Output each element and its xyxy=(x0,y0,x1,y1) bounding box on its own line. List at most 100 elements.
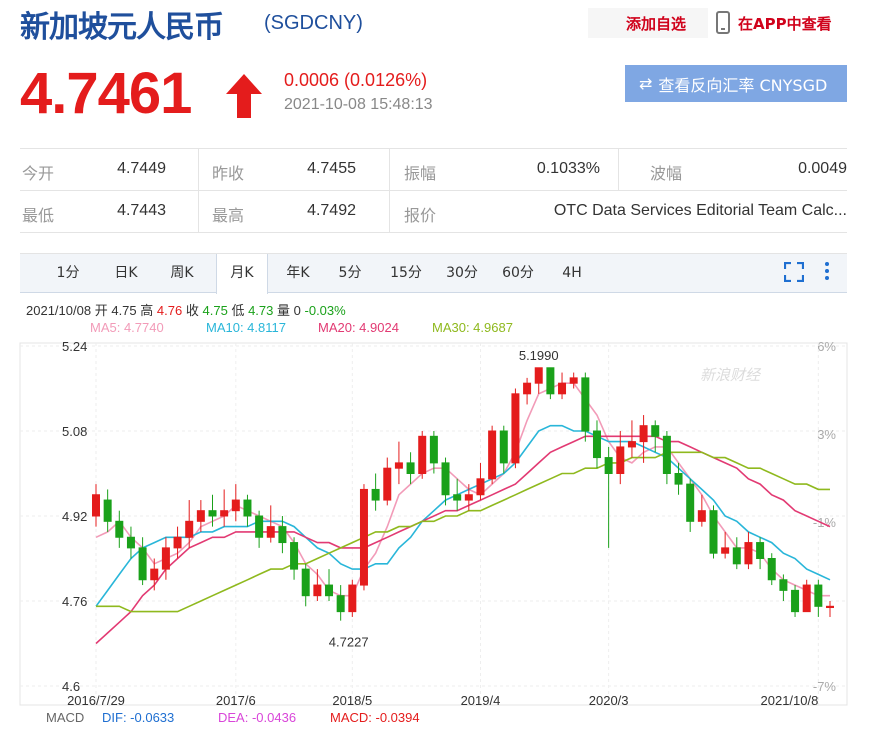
candle-body xyxy=(744,542,753,565)
candle xyxy=(744,531,753,570)
phone-icon xyxy=(716,11,730,34)
candle xyxy=(196,500,205,532)
tab-4h[interactable]: 4H xyxy=(562,265,582,281)
candle xyxy=(185,500,194,548)
open-label: 今开 xyxy=(22,166,55,183)
app-link[interactable]: 在APP中查看 xyxy=(738,15,832,33)
candle xyxy=(290,537,299,580)
tab-weekly[interactable]: 周K xyxy=(170,265,194,281)
candle xyxy=(546,367,555,400)
candle xyxy=(464,484,473,511)
candle-body xyxy=(651,425,660,437)
bar-date: 2021/10/08 xyxy=(26,303,92,318)
high-value: 4.7492 xyxy=(307,202,356,219)
candle-body xyxy=(441,462,450,496)
min-annotation: 4.7227 xyxy=(329,635,369,650)
candle xyxy=(721,531,730,559)
candle xyxy=(103,489,112,532)
tab-daily[interactable]: 日K xyxy=(114,265,138,281)
bar-close-label: 收 xyxy=(185,303,199,318)
candle-body xyxy=(674,473,683,485)
candle-body xyxy=(756,542,765,559)
candle-body xyxy=(802,584,811,613)
candle xyxy=(313,569,322,601)
candle-body xyxy=(697,510,706,522)
candle-body xyxy=(569,377,578,384)
range-label: 波幅 xyxy=(650,166,683,183)
add-watch-button[interactable]: 添加自选 xyxy=(626,15,687,33)
more-icon[interactable] xyxy=(820,260,834,282)
candle-body xyxy=(488,430,497,480)
candle xyxy=(534,367,543,394)
bar-open: 4.75 xyxy=(111,303,137,318)
up-arrow-icon xyxy=(226,74,262,118)
candle xyxy=(791,585,800,617)
candle-body xyxy=(359,488,368,586)
source-label: 报价 xyxy=(404,208,437,225)
candle-body xyxy=(266,526,275,538)
candle-body xyxy=(383,467,392,501)
bar-vol: 0 xyxy=(293,303,301,318)
pct-tick-label: 3% xyxy=(817,427,836,442)
candle-body xyxy=(173,536,182,549)
tab-1min[interactable]: 1分 xyxy=(56,265,80,281)
candle-body xyxy=(453,494,462,501)
ma10-legend: MA10: 4.8117 xyxy=(206,320,286,335)
watermark-logo: 新浪财经 xyxy=(700,367,762,384)
candle-body xyxy=(220,510,229,517)
candle xyxy=(826,601,834,617)
ma30-legend: MA30: 4.9687 xyxy=(432,320,513,335)
divider xyxy=(389,148,390,232)
candle-body xyxy=(278,526,287,544)
range-value: 0.0049 xyxy=(798,160,847,177)
candle xyxy=(348,579,357,617)
swap-icon: ⇄ xyxy=(639,74,653,93)
bar-low: 4.73 xyxy=(248,303,274,318)
candle xyxy=(150,558,159,591)
candle-body xyxy=(791,589,800,613)
candle-body xyxy=(826,605,834,609)
tab-60min[interactable]: 60分 xyxy=(502,265,534,281)
tab-monthly[interactable]: 月K xyxy=(216,254,268,294)
candle-body xyxy=(604,457,613,474)
plot-frame xyxy=(19,342,848,706)
candle-body xyxy=(103,499,112,522)
candle xyxy=(709,505,718,559)
candle-body xyxy=(185,520,194,538)
candle xyxy=(220,489,229,527)
candle xyxy=(511,388,520,469)
candle xyxy=(732,537,741,570)
kline-chart[interactable]: 5.24 5.08 4.92 4.76 4.6 6% 3% -1% -7% 2016/7/29 20… xyxy=(0,335,871,707)
tab-yearly[interactable]: 年K xyxy=(286,265,310,281)
ma-line-ma30 xyxy=(96,451,830,613)
candle xyxy=(802,579,811,613)
reverse-rate-label: 查看反向汇率 CNYSGD xyxy=(658,75,828,95)
candle-body xyxy=(161,547,170,570)
candle xyxy=(92,484,100,527)
candle-body xyxy=(499,430,508,464)
tab-30min[interactable]: 30分 xyxy=(446,265,478,281)
candle xyxy=(383,457,392,506)
candle-body xyxy=(709,510,718,554)
candle xyxy=(208,494,217,527)
prev-close-label: 昨收 xyxy=(212,166,245,183)
candle-body xyxy=(616,446,625,474)
reverse-rate-button[interactable]: ⇄ 查看反向汇率 CNYSGD xyxy=(625,65,847,102)
divider xyxy=(20,190,847,191)
candle xyxy=(686,478,695,532)
candle xyxy=(138,537,147,586)
x-tick-label: 2016/7/29 xyxy=(67,693,125,707)
candle-body xyxy=(592,430,601,459)
macd-dif: DIF: -0.0633 xyxy=(102,710,175,725)
tab-5min[interactable]: 5分 xyxy=(338,265,362,281)
candle xyxy=(779,574,788,601)
low-value: 4.7443 xyxy=(117,202,166,219)
fullscreen-icon[interactable] xyxy=(784,262,804,282)
candle xyxy=(476,462,485,501)
ma20-legend: MA20: 4.9024 xyxy=(318,320,399,335)
candle-body xyxy=(476,478,485,496)
tab-15min[interactable]: 15分 xyxy=(390,265,422,281)
pct-tick-label: 6% xyxy=(817,339,836,354)
candle xyxy=(231,484,240,522)
candle xyxy=(278,516,287,554)
